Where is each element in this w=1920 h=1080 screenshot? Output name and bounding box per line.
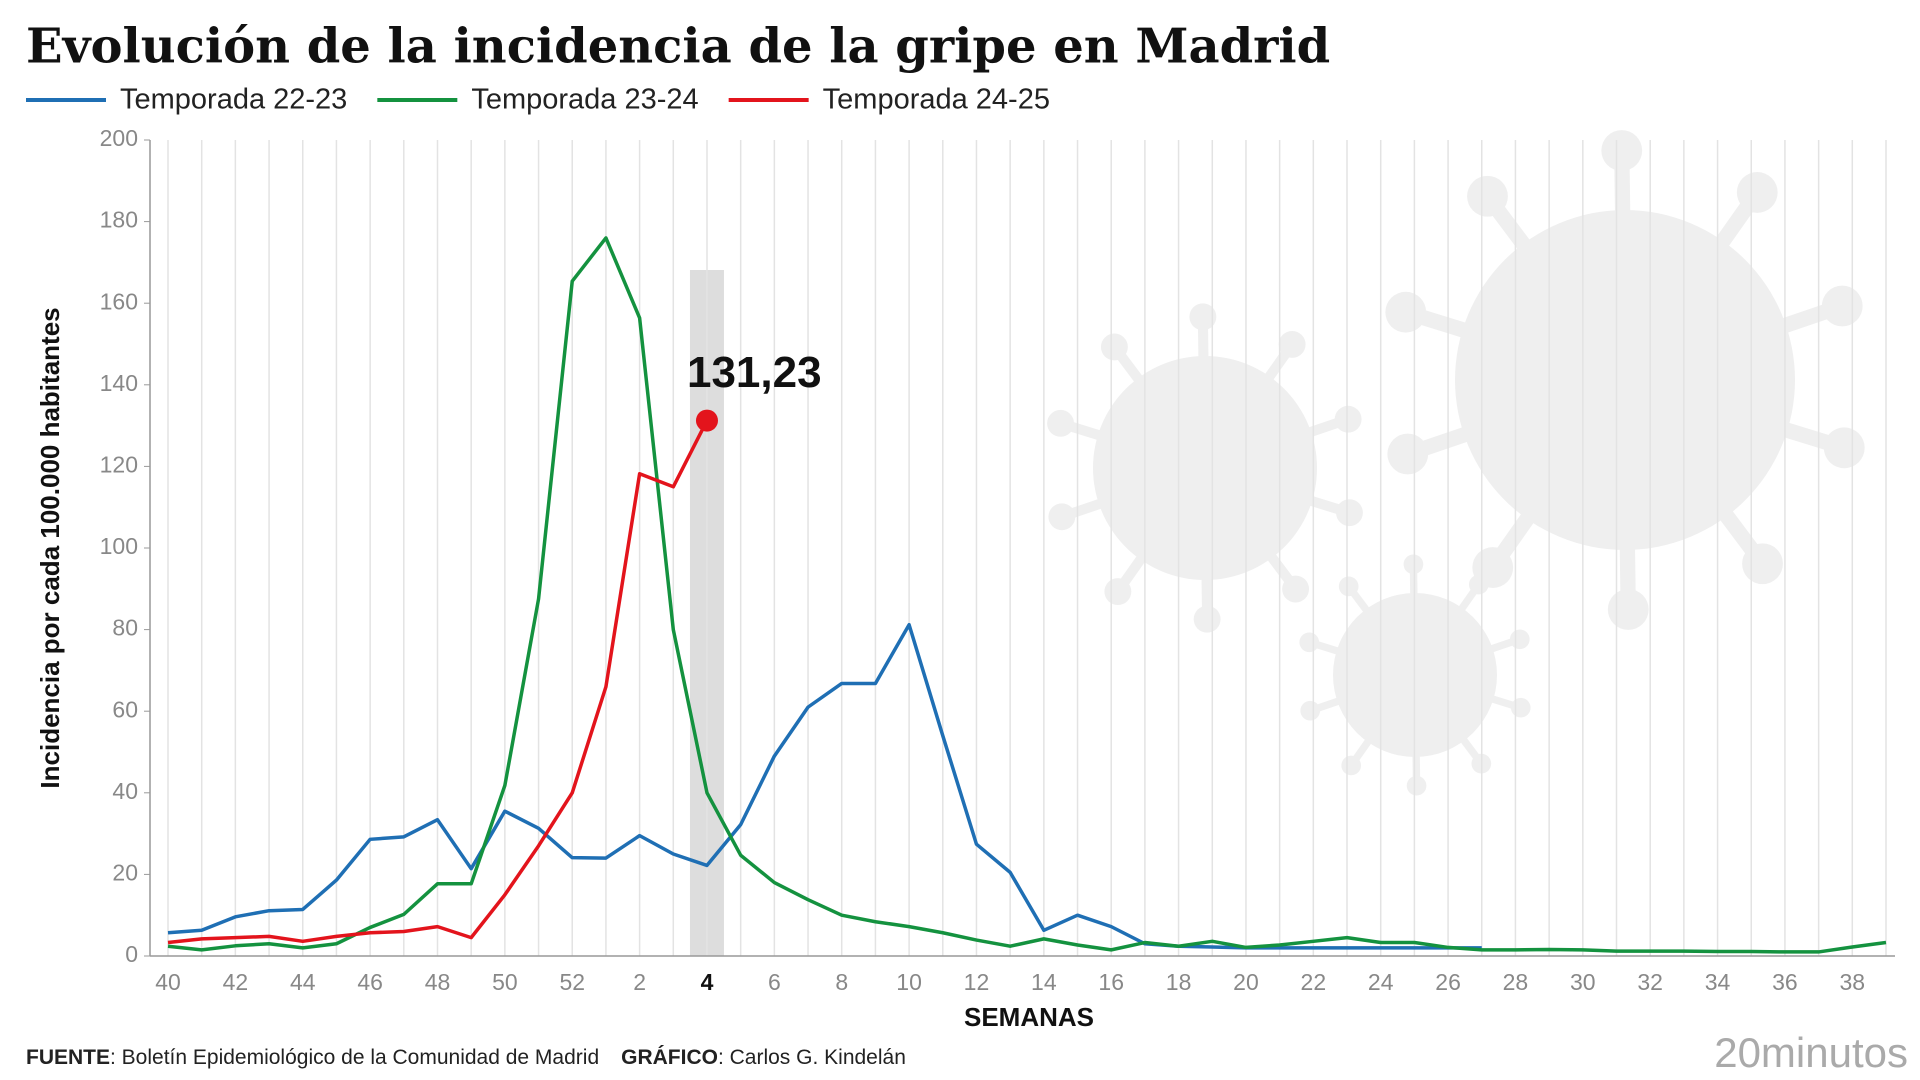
x-tick-label: 52 [559,969,585,995]
y-tick-label: 140 [100,370,138,396]
virus-knob [1338,576,1359,597]
x-tick-label: 6 [768,969,781,995]
x-tick-label: 28 [1503,969,1529,995]
x-tick-label: 44 [290,969,316,995]
virus-knob [1385,291,1427,333]
x-tick-label: 4 [701,969,714,995]
x-tick-label: 30 [1570,969,1596,995]
x-tick-label: 46 [357,969,383,995]
x-tick-label: 20 [1233,969,1259,995]
virus-knob [1300,700,1321,721]
x-tick-label: 18 [1166,969,1192,995]
virus-knob [1282,575,1310,603]
virus-knob [1510,697,1531,718]
virus-knob [1336,499,1363,527]
virus-knob [1403,554,1424,575]
virus-knob [1607,589,1649,630]
x-axis-title: SEMANAS [964,1002,1094,1032]
virus-knob [1821,285,1863,327]
virus-knob [1104,578,1132,606]
source-label: FUENTE [26,1046,110,1069]
virus-knob [1334,405,1362,433]
y-tick-label: 80 [112,615,138,641]
virus-knob [1299,632,1320,653]
x-tick-label: 36 [1772,969,1798,995]
virus-knob [1047,409,1074,437]
x-tick-label: 42 [223,969,249,995]
source: : Boletín Epidemiológico de la Comunidad… [110,1046,599,1069]
virus-knob [1742,543,1783,585]
highlight-point [695,409,718,432]
series-line [167,622,1482,950]
chart-title: Evolución de la incidencia de la gripe e… [26,19,1330,75]
data-label: 131,23 [687,348,822,397]
legend-label: Temporada 23-24 [471,84,698,116]
footer: FUENTE: Boletín Epidemiológico de la Com… [26,1046,906,1069]
virus-knob [1387,433,1429,475]
y-tick-label: 180 [100,207,138,233]
x-tick-label: 2 [633,969,646,995]
y-tick-label: 60 [112,696,138,722]
x-tick-label: 8 [835,969,848,995]
credit-label: GRÁFICO [621,1046,718,1069]
y-tick-label: 20 [112,859,138,885]
series-line [167,236,1887,954]
x-tick-label: 26 [1435,969,1461,995]
y-tick-label: 120 [100,451,138,477]
x-tick-label: 16 [1098,969,1124,995]
x-tick-label: 34 [1705,969,1731,995]
x-tick-label: 22 [1301,969,1327,995]
virus-body [1093,356,1317,580]
virus-knob [1341,755,1362,776]
series-line [167,419,709,945]
y-tick-label: 160 [100,288,138,314]
virus-knob [1736,172,1778,213]
x-tick-label: 24 [1368,969,1394,995]
virus-knob [1048,503,1076,531]
virus-knob [1601,130,1643,171]
x-tick-label: 32 [1637,969,1663,995]
virus-knob [1467,175,1508,217]
x-tick-label: 40 [155,969,181,995]
legend-label: Temporada 22-23 [120,84,347,116]
y-axis-title: Incidencia por cada 100.000 habitantes [35,307,65,788]
virus-knob [1406,775,1427,796]
legend-label: Temporada 24-25 [823,84,1050,116]
virus-knob [1278,330,1306,358]
virus-knob [1509,629,1530,650]
y-tick-label: 0 [125,941,138,967]
y-tick-label: 200 [100,125,138,151]
virus-knob [1193,605,1221,633]
virus-knob [1100,333,1128,361]
x-tick-label: 38 [1840,969,1866,995]
virus-knob [1468,574,1489,595]
x-tick-label: 10 [896,969,922,995]
virus-illustration [1047,130,1865,796]
x-tick-label: 50 [492,969,518,995]
x-tick-label: 14 [1031,969,1057,995]
logo: 20minutos [1714,1029,1908,1076]
virus-knob [1189,303,1217,331]
credit: : Carlos G. Kindelán [718,1046,906,1069]
x-tick-label: 12 [964,969,990,995]
x-tick-label: 48 [425,969,451,995]
y-tick-label: 40 [112,778,138,804]
y-tick-label: 100 [100,533,138,559]
virus-knob [1823,427,1865,469]
virus-body [1455,210,1795,550]
